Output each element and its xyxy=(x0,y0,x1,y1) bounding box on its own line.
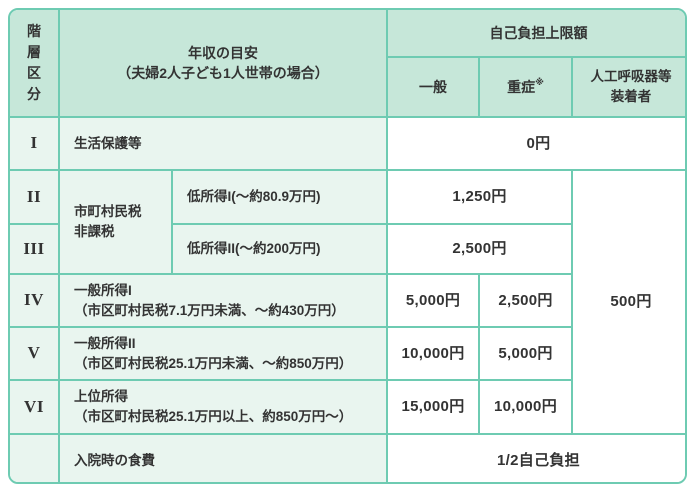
row4-income: 一般所得I （市区町村民税7.1万円未満、～約430万円） xyxy=(57,273,389,328)
severe-label: 重症 xyxy=(507,78,536,95)
row1-value: 0円 xyxy=(386,116,685,171)
row3-income: 低所得II(～約200万円) xyxy=(170,223,389,275)
header-col-general: 一般 xyxy=(386,56,481,118)
header-row-2: 一般 重症※ 人工呼吸器等 装着者 xyxy=(10,56,685,118)
row-tier-3: III 低所得II(～約200万円) 2,500円 xyxy=(10,223,685,275)
severe-note-mark: ※ xyxy=(535,76,544,87)
row1-tier: I xyxy=(10,116,60,171)
row5-severe-value: 5,000円 xyxy=(478,326,574,381)
row5-general-value: 10,000円 xyxy=(386,326,481,381)
row4-severe-value: 2,500円 xyxy=(478,273,574,328)
row-hospital-meal: 入院時の食費 1/2自己負担 xyxy=(10,433,685,482)
row3-tier: III xyxy=(10,223,60,275)
header-income-cell: 年収の目安 （夫婦2人子ども1人世帯の場合） xyxy=(57,10,389,118)
row4-general-value: 5,000円 xyxy=(386,273,481,328)
row-tier-5: V 一般所得II （市区町村民税25.1万円未満、～約850万円） 10,000… xyxy=(10,326,685,381)
row2-tier: II xyxy=(10,169,60,225)
row3-value: 2,500円 xyxy=(386,223,574,275)
row-tier-2: II 市町村民税 非課税 低所得I(～約80.9万円) 1,250円 500円 xyxy=(10,169,685,435)
header-col-ventilator: 人工呼吸器等 装着者 xyxy=(571,56,685,118)
row6-income: 上位所得 （市区町村民税25.1万円以上、約850万円～） xyxy=(57,379,389,435)
header-tier-cell: 階 層 区 分 xyxy=(10,10,60,118)
row-tier-4: IV 一般所得I （市区町村民税7.1万円未満、～約430万円） 5,000円 … xyxy=(10,273,685,328)
meal-row-value: 1/2自己負担 xyxy=(386,433,685,482)
row4-tier: IV xyxy=(10,273,60,328)
meal-row-label: 入院時の食費 xyxy=(57,433,389,482)
row6-severe-value: 10,000円 xyxy=(478,379,574,435)
row2-value: 1,250円 xyxy=(386,169,574,225)
meal-row-tier-empty xyxy=(10,433,60,482)
row1-income: 生活保護等 xyxy=(57,116,389,171)
header-row-1: 階 層 区 分 年収の目安 （夫婦2人子ども1人世帯の場合） 自己負担上限額 xyxy=(10,10,685,118)
row6-general-value: 15,000円 xyxy=(386,379,481,435)
row-tier-1: I 生活保護等 0円 xyxy=(10,116,685,171)
row5-income: 一般所得II （市区町村民税25.1万円未満、～約850万円） xyxy=(57,326,389,381)
header-col-severe: 重症※ xyxy=(478,56,574,118)
ventilator-value-cell: 500円 xyxy=(571,169,685,435)
row5-tier: V xyxy=(10,326,60,381)
copayment-limit-table: 階 層 区 分 年収の目安 （夫婦2人子ども1人世帯の場合） 自己負担上限額 一… xyxy=(10,10,685,482)
header-copayment-limit-cell: 自己負担上限額 xyxy=(386,10,685,58)
row2-income: 低所得I(～約80.9万円) xyxy=(170,169,389,225)
row6-tier: VI xyxy=(10,379,60,435)
tax-exempt-group-cell: 市町村民税 非課税 xyxy=(58,169,173,275)
copayment-limit-table-frame: 階 層 区 分 年収の目安 （夫婦2人子ども1人世帯の場合） 自己負担上限額 一… xyxy=(8,8,687,484)
row-tier-6: VI 上位所得 （市区町村民税25.1万円以上、約850万円～） 15,000円… xyxy=(10,379,685,435)
